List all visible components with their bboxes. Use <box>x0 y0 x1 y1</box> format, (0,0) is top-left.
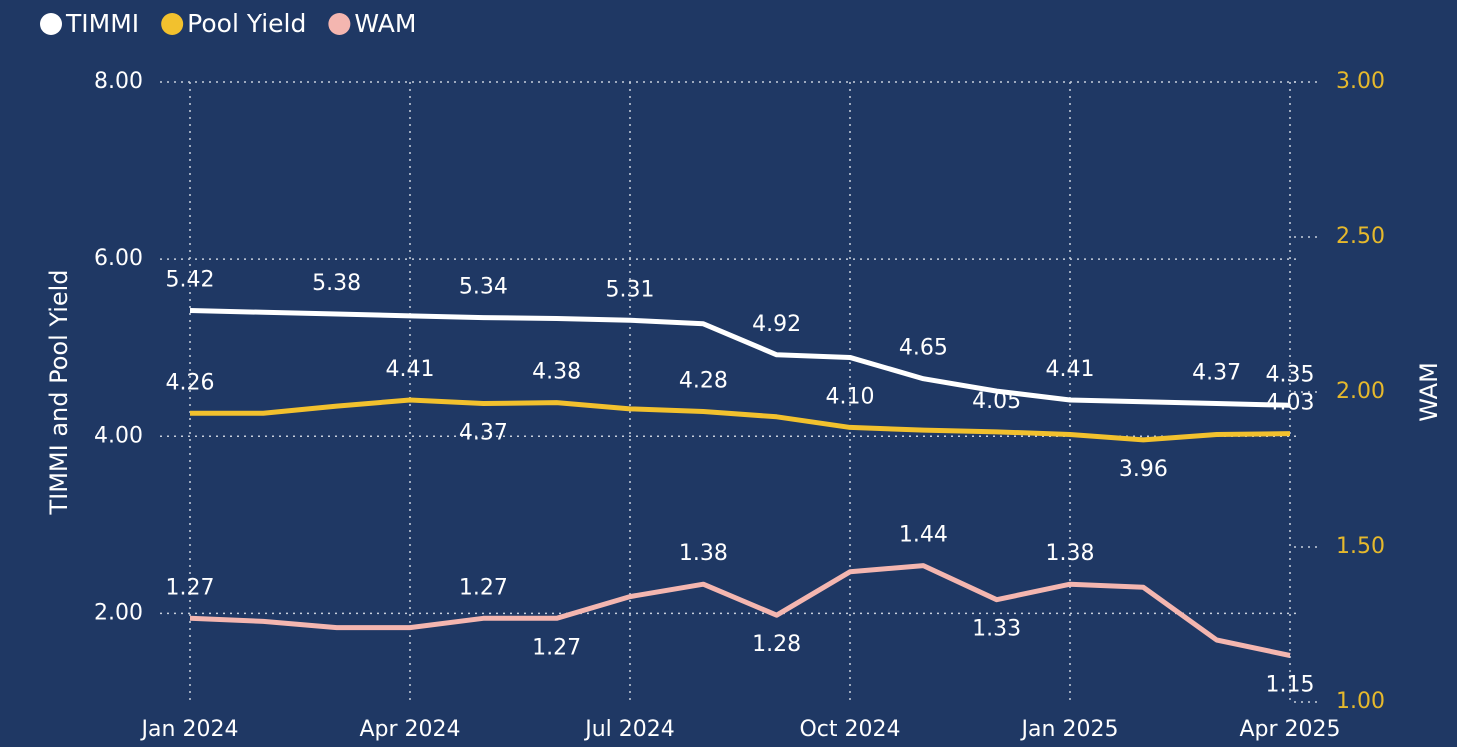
series-line <box>189 308 1291 408</box>
data-label: 4.26 <box>166 370 215 395</box>
x-tick-label: Oct 2024 <box>799 717 900 742</box>
data-label: 1.27 <box>532 635 581 660</box>
data-label: 1.33 <box>972 617 1021 642</box>
data-label: 4.38 <box>532 360 581 385</box>
legend-marker <box>328 13 351 35</box>
y-axis-title: TIMMI and Pool Yield <box>45 269 73 515</box>
x-tick-label: Apr 2024 <box>359 717 460 742</box>
y2-tick-label: 3.00 <box>1336 69 1385 94</box>
data-label: 1.15 <box>1266 673 1315 698</box>
y2-tick-label: 2.00 <box>1336 379 1385 404</box>
data-label: 4.41 <box>386 357 435 382</box>
legend-label: Pool Yield <box>187 9 306 38</box>
series-line <box>189 563 1291 658</box>
y2-tick-label: 2.50 <box>1336 224 1385 249</box>
data-label: 5.42 <box>166 268 215 293</box>
y-tick-label: 6.00 <box>94 246 143 271</box>
y2-axis-title: WAM <box>1415 362 1443 422</box>
data-label: 4.10 <box>826 384 875 409</box>
data-label: 1.27 <box>166 575 215 600</box>
data-label: 4.41 <box>1046 357 1095 382</box>
data-label: 5.31 <box>606 277 655 302</box>
legend-label: TIMMI <box>65 9 139 38</box>
data-label: 4.28 <box>679 368 728 393</box>
legend-label: WAM <box>354 9 416 38</box>
data-label: 5.38 <box>312 271 361 296</box>
y2-tick-label: 1.50 <box>1336 534 1385 559</box>
x-tick-label: Jul 2024 <box>583 717 675 742</box>
data-label: 4.37 <box>1192 361 1241 386</box>
data-label: 4.35 <box>1266 362 1315 387</box>
y-tick-label: 4.00 <box>94 423 143 448</box>
data-label: 1.38 <box>679 541 728 566</box>
data-label: 1.27 <box>459 575 508 600</box>
legend-marker <box>161 13 184 35</box>
y-tick-label: 8.00 <box>94 69 143 94</box>
legend-marker <box>40 13 62 35</box>
y-tick-label: 2.00 <box>94 600 143 625</box>
x-tick-label: Apr 2025 <box>1239 717 1340 742</box>
data-label: 4.05 <box>972 389 1021 414</box>
y2-tick-label: 1.00 <box>1336 689 1385 714</box>
x-tick-label: Jan 2025 <box>1020 717 1119 742</box>
series-line <box>190 397 1291 443</box>
data-label: 4.37 <box>459 421 508 446</box>
data-label: 5.34 <box>459 275 508 300</box>
data-label: 4.92 <box>752 312 801 337</box>
data-label: 4.65 <box>899 336 948 361</box>
data-label: 3.96 <box>1119 457 1168 482</box>
data-label: 1.28 <box>752 632 801 657</box>
data-label: 1.38 <box>1046 541 1095 566</box>
data-label: 4.03 <box>1266 391 1315 416</box>
x-tick-label: Jan 2024 <box>140 717 239 742</box>
data-label: 1.44 <box>899 523 948 548</box>
